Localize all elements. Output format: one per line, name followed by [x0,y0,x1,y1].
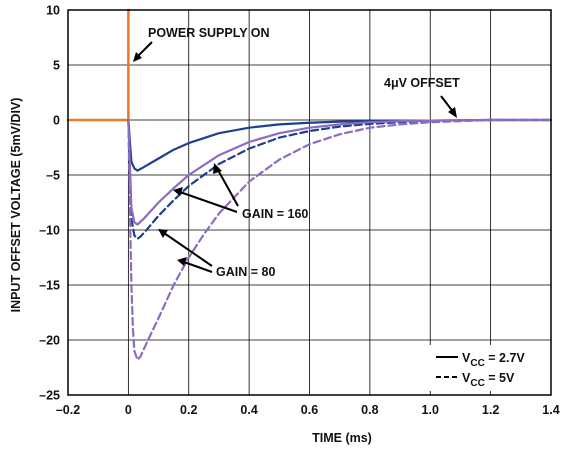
annotation-power-supply-arrowhead [133,52,142,62]
y-tick-label: 5 [53,59,60,73]
y-tick-label: –25 [39,389,60,403]
legend-box [428,345,544,391]
y-tick-label: –5 [46,169,60,183]
grid [68,10,551,395]
y-tick-label: –20 [39,334,60,348]
annotation-4uv-offset: 4μV OFFSET [384,76,460,118]
annotation-gain-80-label: GAIN = 80 [216,265,275,279]
annotation-gain-160-arrow-1 [217,169,239,207]
y-tick-label: –15 [39,279,60,293]
x-tick-label: 1.0 [422,403,439,417]
y-tick-label: 0 [53,114,60,128]
x-tick-label: –0.2 [56,403,80,417]
series-line-gain160-dashed [127,118,553,240]
annotation-gain-80-arrowhead-1 [158,229,168,238]
annotation-gain-80: GAIN = 80 [158,229,275,279]
annotation-power-supply-on-label: POWER SUPPLY ON [148,26,270,40]
legend-item-vcc-2-7v: VCC = 2.7V [436,351,525,369]
annotation-gain-160-arrow-2 [179,191,238,213]
series-layer [66,8,553,361]
x-tick-label: 0 [125,403,132,417]
annotation-power-supply-on: POWER SUPPLY ON [133,26,270,62]
y-axis-title: INPUT OFFSET VOLTAGE (5mV/DIV) [9,98,23,313]
annotation-gain-160-arrowhead-2 [173,187,183,196]
legend-item-vcc-5v: VCC = 5V [436,371,515,389]
series-line-gain80-solid [127,118,553,226]
x-axis-title: TIME (ms) [312,431,372,445]
plot-frame [67,9,552,396]
x-tick-label: 0.8 [361,403,378,417]
annotation-gain-80-arrowhead-2 [177,257,187,266]
annotation-gain-160-label: GAIN = 160 [242,207,308,221]
x-tick-label: 0.4 [240,403,257,417]
x-tick-label: 0.6 [301,403,318,417]
annotation-gain-160-arrowhead-1 [213,163,222,174]
annotation-gain-80-arrow-2 [183,261,213,273]
legend-label-vcc-2-7v: VCC = 2.7V [462,351,525,369]
x-tick-label: 1.2 [482,403,499,417]
x-tick-label: 1.4 [542,403,559,417]
x-tick-label: 0.2 [180,403,197,417]
tick-labels: –0.2 0 0.2 0.4 0.6 0.8 1.0 1.2 1.4 10 5 0 –5 –10 –15 –2… [39,4,560,418]
annotation-gain-160: GAIN = 160 [173,163,308,221]
annotation-4uv-offset-arrowhead [448,107,457,118]
series-line-gain80-dashed [127,118,553,361]
annotation-4uv-offset-label: 4μV OFFSET [384,76,460,90]
y-tick-label: –10 [39,224,60,238]
legend-label-vcc-5v: VCC = 5V [462,371,515,389]
annotation-gain-80-arrow-1 [163,232,213,267]
y-tick-label: 10 [46,4,60,18]
legend: VCC = 2.7V VCC = 5V [428,345,544,391]
